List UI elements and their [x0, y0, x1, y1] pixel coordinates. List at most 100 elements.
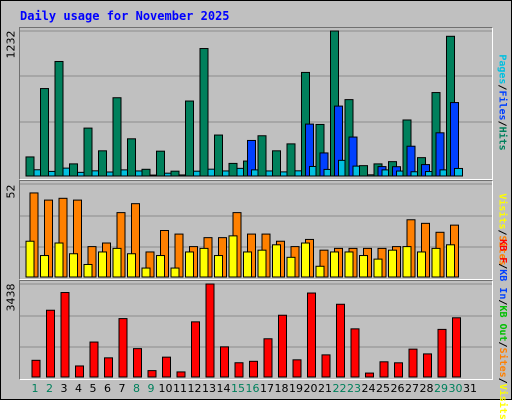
x-tick-label: 3: [60, 382, 68, 395]
x-tick-label: 30: [448, 382, 463, 395]
legend-separator: /: [496, 228, 508, 236]
visits-bar: [185, 251, 194, 278]
kbytes-bar: [379, 361, 389, 378]
visits-bar: [446, 244, 455, 278]
hits-bar: [272, 150, 281, 177]
hits-bar: [156, 150, 165, 177]
legend-entry: Files: [496, 90, 508, 121]
x-tick-label: 21: [318, 382, 332, 395]
x-tick-label: 20: [303, 382, 318, 395]
legend-text: Pages/Files/Hits: [497, 54, 508, 150]
kbytes-bar: [60, 292, 70, 378]
legend-entry: KB F: [496, 238, 508, 263]
legend-entry: Pages: [496, 54, 508, 85]
kbytes-bar: [191, 321, 200, 378]
legend-entry: Sites: [496, 347, 508, 378]
hits-bar: [25, 156, 35, 177]
hits-bar: [199, 48, 209, 177]
hits-bar: [228, 162, 238, 177]
kbytes-bar: [350, 328, 360, 378]
kbytes-bar: [278, 314, 287, 378]
x-tick-label: 6: [104, 382, 111, 395]
x-tick-label: 5: [89, 382, 97, 395]
x-tick-label: 24: [361, 382, 376, 395]
visits-bar: [127, 253, 136, 278]
x-tick-label: 12: [187, 382, 202, 395]
kbytes-bar: [408, 348, 418, 378]
hits-bar: [40, 88, 49, 177]
x-tick-label: 14: [216, 382, 231, 395]
visits-bar: [330, 251, 339, 278]
visits-bar: [243, 251, 252, 278]
visits-bar: [301, 242, 310, 278]
pages-bar: [454, 167, 463, 177]
x-tick-label: 22: [332, 382, 347, 395]
hits-bar: [141, 168, 151, 177]
chart-title: Daily usage for November 2025: [20, 9, 230, 23]
x-tick-label: 4: [75, 382, 82, 395]
kbytes-bar: [263, 338, 273, 378]
x-tick-label: 7: [118, 382, 126, 395]
kbytes-max-label: 3438: [4, 280, 18, 314]
legend-separator: /: [496, 377, 508, 384]
visits-bar: [83, 263, 93, 278]
kbytes-bar: [75, 365, 84, 378]
visits-bar: [431, 247, 441, 278]
hits-bar: [185, 100, 194, 177]
x-tick-label: 29: [434, 382, 448, 395]
visits-bar: [257, 249, 267, 278]
x-tick-label: 27: [405, 382, 419, 395]
x-tick-label: 8: [133, 382, 140, 395]
visits-bar: [199, 247, 209, 278]
visits-bar: [40, 255, 49, 278]
traffic-bars: [20, 30, 492, 177]
kbytes-bar: [118, 318, 128, 378]
x-tick-label: 26: [390, 382, 405, 395]
visits-bar: [272, 244, 281, 278]
visits-bar: [402, 246, 412, 278]
kbytes-bar: [220, 346, 229, 378]
kbytes-bar: [162, 356, 171, 378]
x-axis-day-labels: 1 2 3 4 5 6 7 8 9 10 11 12 13 14 15 16 17 18 19 20 21 22 23 24 2…: [19, 382, 491, 396]
kbytes-bar: [307, 292, 316, 378]
kbytes-bar: [205, 283, 215, 378]
legend-separator: /: [496, 262, 508, 269]
x-tick-label: 2: [46, 382, 53, 395]
traffic-panel: [19, 27, 493, 180]
legend-entry: Hits: [496, 126, 508, 151]
visitors-panel: [19, 180, 493, 280]
x-tick-label: 18: [274, 382, 289, 395]
hits-bar: [359, 165, 368, 177]
visits-bar: [286, 256, 296, 278]
hits-bar: [54, 60, 64, 177]
hits-bar: [83, 127, 93, 177]
visits-bar: [141, 267, 151, 278]
x-tick-label: 11: [173, 382, 187, 395]
kbytes-bar: [249, 360, 258, 378]
traffic-max-label: 1232: [4, 27, 18, 61]
x-tick-label: 19: [289, 382, 303, 395]
visits-bar: [98, 251, 107, 278]
kbytes-bars: [20, 283, 492, 378]
legend-entry: Visits: [496, 383, 508, 419]
x-tick-label: 31: [463, 382, 477, 395]
kbytes-bar: [336, 303, 345, 378]
visits-bar: [214, 255, 223, 278]
visits-bar: [170, 267, 180, 278]
kbytes-bar: [321, 354, 331, 378]
visits-bar: [359, 255, 368, 278]
legend-entry: Visits: [496, 192, 508, 229]
visits-bar: [54, 242, 64, 278]
visits-bar: [156, 255, 165, 278]
x-tick-label: 9: [147, 382, 155, 395]
kbytes-bar: [394, 362, 403, 378]
visits-bar: [315, 265, 325, 278]
legend-separator: /: [496, 298, 508, 305]
kbytes-max-value: 3438: [4, 283, 18, 311]
x-tick-label: 1: [31, 382, 39, 395]
visits-bar: [25, 240, 35, 278]
visits-bar: [112, 247, 122, 278]
visits-bar: [344, 251, 354, 278]
legend-entry: KB In: [496, 268, 508, 299]
